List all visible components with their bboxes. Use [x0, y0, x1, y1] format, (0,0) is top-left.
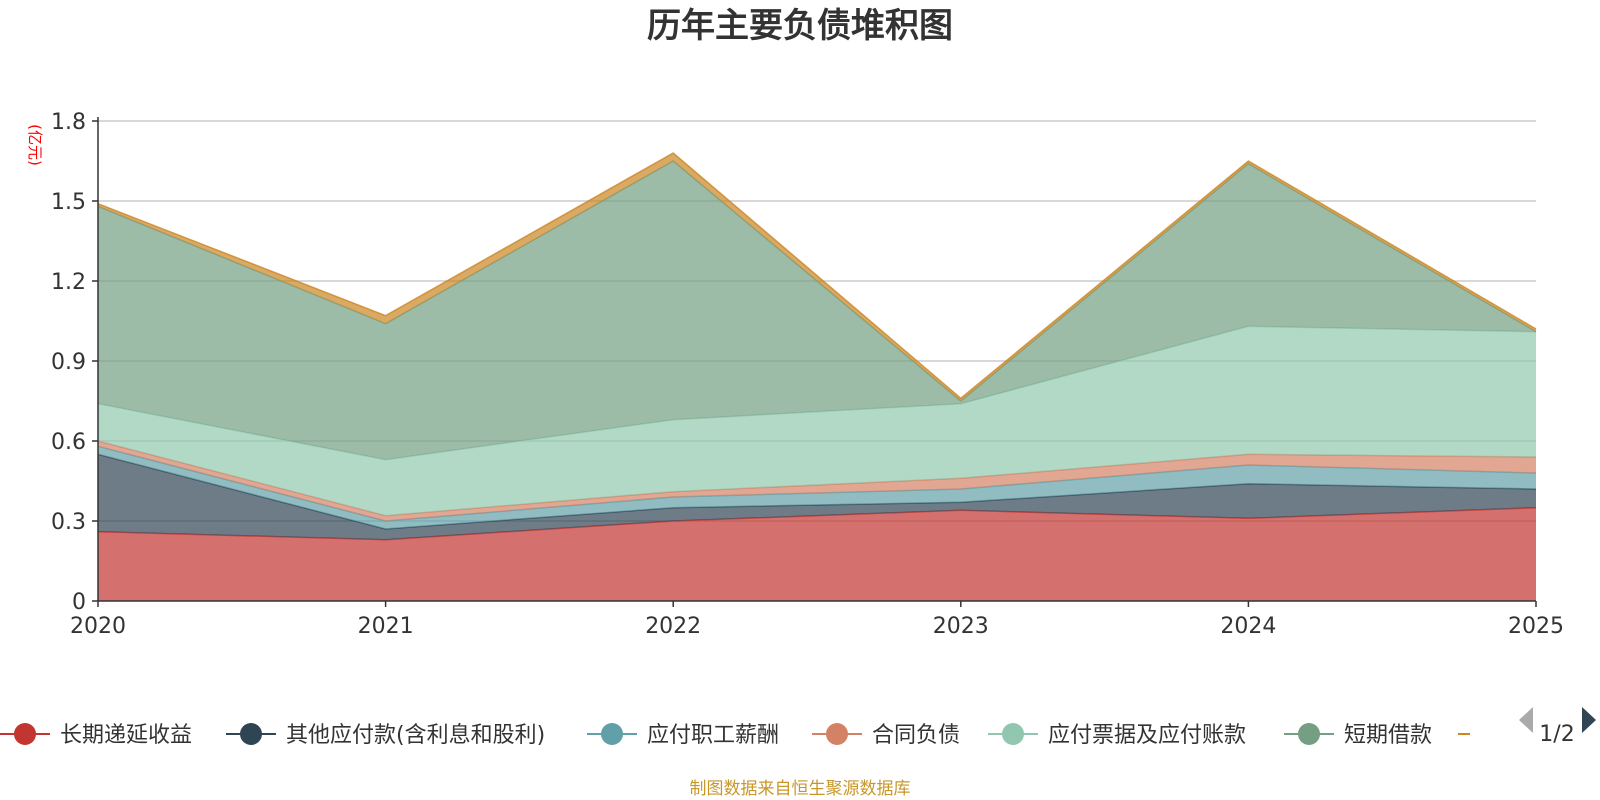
y-axis-unit-label: (亿元): [26, 124, 44, 166]
legend-item-4[interactable]: 应付票据及应付账款: [988, 723, 1246, 748]
legend-swatch-dot: [240, 723, 262, 745]
area-series-6: [98, 153, 1536, 401]
area-series-4: [98, 326, 1536, 516]
data-source-footer: 制图数据来自恒生聚源数据库: [690, 779, 911, 799]
legend-label: 长期递延收益: [60, 723, 192, 748]
legend-swatch-dot: [1472, 723, 1494, 745]
legend-item-0[interactable]: 长期递延收益: [0, 723, 192, 748]
legend-item-1[interactable]: 其他应付款(含利息和股利): [226, 723, 545, 748]
legend-label: 应付职工薪酬: [647, 723, 779, 748]
stacked-areas: [97, 152, 1537, 601]
y-tick-label: 0: [72, 590, 86, 615]
y-tick-label: 0.9: [51, 350, 86, 375]
legend-item-5[interactable]: 短期借款: [1284, 723, 1432, 748]
legend-item-2[interactable]: 应付职工薪酬: [587, 723, 779, 748]
area-series-5: [98, 161, 1536, 460]
legend-page-indicator: 1/2: [1539, 722, 1574, 747]
x-tick-label: 2020: [70, 614, 126, 639]
legend-swatch-dot: [1002, 723, 1024, 745]
legend-label: 其他应付款(含利息和股利): [286, 723, 545, 748]
x-tick-label: 2023: [933, 614, 989, 639]
y-tick-label: 1.2: [51, 270, 86, 295]
x-tick-label: 2025: [1508, 614, 1564, 639]
y-tick-label: 0.3: [51, 510, 86, 535]
legend-pager: 1/2: [1519, 707, 1596, 747]
legend-label: 短期借款: [1344, 723, 1432, 748]
x-tick-label: 2024: [1220, 614, 1276, 639]
area-series-1: [98, 454, 1536, 540]
x-tick-label: 2021: [358, 614, 414, 639]
chart-title: 历年主要负债堆积图: [647, 6, 953, 46]
x-tick-label: 2022: [645, 614, 701, 639]
legend-swatch-dot: [14, 723, 36, 745]
area-series-line-6: [97, 152, 1537, 400]
legend-swatch-dot: [1298, 723, 1320, 745]
area-series-0: [98, 507, 1536, 601]
legend-item-6[interactable]: [1458, 723, 1508, 745]
legend-label: 合同负债: [872, 723, 960, 748]
legend-swatch-dot: [826, 723, 848, 745]
legend-item-3[interactable]: 合同负债: [812, 723, 960, 748]
legend: 长期递延收益 其他应付款(含利息和股利) 应付职工薪酬 合同负债 应付票据及应付账款 短期…: [0, 723, 1508, 748]
y-tick-label: 1.8: [51, 110, 86, 135]
y-tick-label: 0.6: [51, 430, 86, 455]
legend-next-arrow-icon[interactable]: [1582, 707, 1596, 733]
axes: 0 0.3 0.6 0.9 1.2 1.5 1.8 2020 2021 2022 2023 2024 2…: [51, 110, 1564, 639]
y-tick-label: 1.5: [51, 190, 86, 215]
legend-prev-arrow-icon[interactable]: [1519, 707, 1533, 733]
legend-swatch-dot: [601, 723, 623, 745]
legend-label: 应付票据及应付账款: [1048, 723, 1246, 748]
